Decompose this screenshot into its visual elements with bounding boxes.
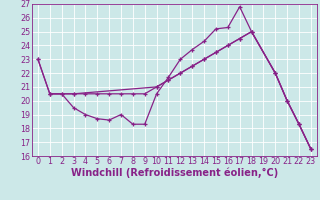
X-axis label: Windchill (Refroidissement éolien,°C): Windchill (Refroidissement éolien,°C) xyxy=(71,168,278,178)
